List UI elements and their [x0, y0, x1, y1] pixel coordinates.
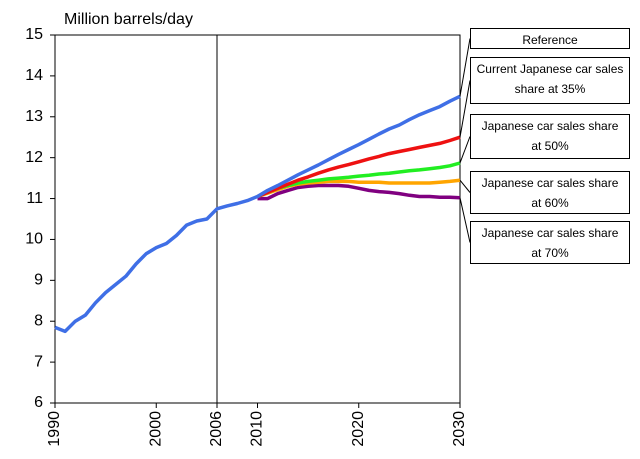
y-tick-label: 9: [34, 272, 43, 289]
legend-leader: [459, 80, 471, 138]
legend-entry: Japanese car sales share at 70%: [470, 221, 630, 264]
series-line: [256, 135, 461, 199]
x-tick-label: 2030: [451, 411, 468, 447]
y-tick-label: 15: [25, 26, 43, 43]
plot-area: [54, 34, 461, 404]
y-tick-label: 13: [25, 108, 43, 125]
series-line: [257, 183, 461, 201]
legend-leader: [459, 38, 471, 97]
y-axis-label: Million barrels/day: [64, 11, 193, 28]
series-line: [54, 94, 461, 334]
legend-leader: [459, 197, 471, 243]
y-tick-label: 10: [25, 231, 43, 248]
legend-leader: [459, 136, 471, 164]
y-tick-label: 6: [34, 394, 43, 411]
x-tick-label: 2020: [350, 411, 367, 447]
legend-entry: Japanese car sales share at 50%: [470, 114, 630, 159]
x-tick-label: 2010: [249, 411, 266, 447]
x-tick-label: 1990: [46, 411, 63, 447]
legend-entry: Current Japanese car sales share at 35%: [470, 57, 630, 104]
legend-leader: [459, 179, 471, 193]
y-tick-label: 12: [25, 149, 43, 166]
y-tick-label: 7: [34, 353, 43, 370]
y-tick-label: 8: [34, 312, 43, 329]
legend-entry: Reference: [470, 28, 630, 49]
y-tick-label: 14: [25, 67, 43, 84]
y-tick-label: 11: [26, 190, 43, 207]
legend-entry: Japanese car sales share at 60%: [470, 171, 630, 214]
x-tick-label: 2006: [208, 411, 225, 447]
x-tick-label: 2000: [147, 411, 164, 447]
